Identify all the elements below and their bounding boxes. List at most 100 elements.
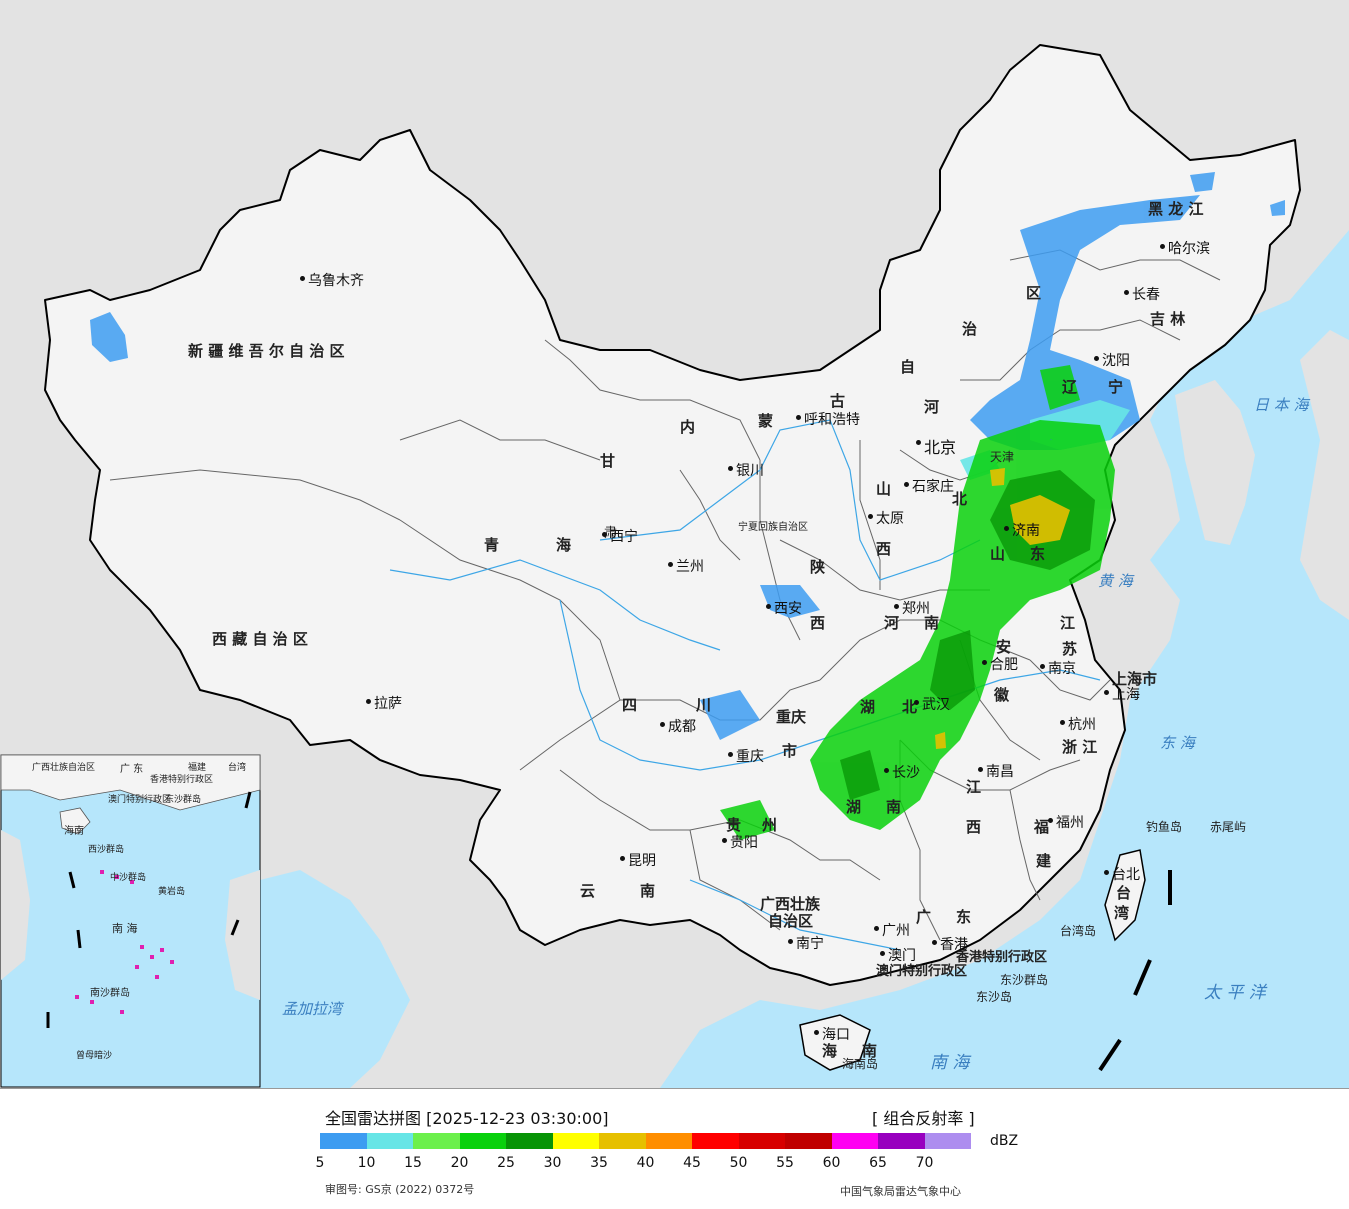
city-jinan: 济南 (1012, 523, 1040, 539)
scale-tick: 15 (404, 1155, 422, 1171)
city-dot-yinchuan (728, 466, 733, 471)
city-dot-beijing (916, 440, 921, 445)
province-shandong1: 山 (990, 545, 1006, 563)
south-china-sea-inset (0, 754, 261, 1088)
province-xinjiang: 新 疆 维 吾 尔 自 治 区 (188, 342, 345, 360)
scale-swatch (692, 1133, 739, 1149)
province-shandong2: 东 (1030, 545, 1046, 563)
scale-swatch (645, 1133, 692, 1149)
scale-tick: 5 (315, 1155, 325, 1171)
city-shenyang: 沈阳 (1102, 353, 1130, 369)
inset-i_hn: 海南 (64, 826, 84, 837)
city-dot-shijiazhuang (904, 482, 909, 487)
scale-tick: 45 (683, 1155, 701, 1171)
province-jilin: 吉 林 (1150, 310, 1186, 328)
province-hunan1: 湖 (846, 798, 862, 816)
city-dot-nanjing (1040, 664, 1045, 669)
province-henan2: 南 (924, 614, 940, 632)
province-jiangsu1: 江 (1060, 614, 1076, 632)
province-gansu2: 肃 (604, 526, 618, 541)
city-dot-xining (602, 532, 607, 537)
island-dongsha2: 东沙岛 (976, 990, 1013, 1004)
province-hebei2: 北 (952, 490, 968, 508)
city-dot-haikou (814, 1030, 819, 1035)
rivers (389, 419, 1101, 951)
inset-i_gd: 广 东 (120, 764, 144, 775)
scale-tick: 40 (636, 1155, 655, 1171)
hainan-island (799, 1014, 871, 1071)
city-dot-jinan (1004, 526, 1009, 531)
city-dot-hangzhou (1060, 720, 1065, 725)
city-dot-changchun (1124, 290, 1129, 295)
city-dot-taiyuan (868, 514, 873, 519)
city-harbin: 哈尔滨 (1168, 241, 1210, 257)
province-yunnan2: 南 (640, 882, 656, 900)
province-jiangxi1: 江 (966, 778, 982, 796)
city-wuhan: 武汉 (922, 697, 950, 713)
city-dot-lhasa (366, 699, 371, 704)
city-dot-guangzhou (874, 926, 879, 931)
scale-swatch (413, 1133, 460, 1149)
scale-swatch (552, 1133, 599, 1149)
inset-i_tw: 台湾 (228, 763, 247, 773)
city-dot-kunming (620, 856, 625, 861)
inset-i_mo: 澳门特别行政区 (108, 795, 172, 805)
inset-i_gx: 广西壮族自治区 (32, 763, 96, 773)
scale-tick: 50 (729, 1155, 748, 1171)
city-dot-zhengzhou (894, 604, 899, 609)
city-shanghai_c: 上海 (1112, 687, 1140, 703)
city-xian: 西安 (774, 601, 802, 617)
inset-i_hy: 黄岩岛 (158, 887, 186, 897)
city-dot-taibei (1104, 870, 1109, 875)
japan-land (1300, 330, 1349, 620)
sea-bengal: 孟加拉湾 (282, 1000, 343, 1018)
sea-pacific: 太 平 洋 (1204, 983, 1266, 1003)
province-zi: 自 (900, 358, 916, 376)
sea-yellow_sea: 黄 海 (1098, 572, 1133, 590)
city-nanchang: 南昌 (986, 764, 1014, 780)
city-beijing: 北京 (924, 438, 957, 457)
city-xining: 西宁 (610, 529, 638, 545)
province-anhui1: 安 (996, 638, 1012, 656)
china-boundary (44, 44, 1301, 986)
city-dot-urumqi (300, 276, 305, 281)
approval-number: 审图号: GS京 (2022) 0372号 (325, 1183, 475, 1196)
province-shanxi2: 西 (876, 540, 892, 558)
radar-map (0, 0, 1349, 1088)
city-lhasa: 拉萨 (374, 696, 402, 712)
city-dot-hongkong (932, 940, 937, 945)
scale-tick: 20 (450, 1155, 469, 1171)
province-sichuan1: 四 (622, 696, 638, 714)
city-chengdu: 成都 (668, 719, 696, 735)
korea-land (1175, 380, 1255, 545)
province-henan1: 河 (884, 614, 900, 632)
inset-i_fj: 福建 (188, 763, 207, 773)
city-hohhot: 呼和浩特 (804, 412, 860, 428)
province-fujian1: 福 (1034, 818, 1050, 836)
sea-bohai: 渤海 (1050, 440, 1052, 441)
city-dot-chengdu (660, 722, 665, 727)
city-nanning: 南宁 (796, 936, 824, 952)
city-taiyuan: 太原 (876, 511, 904, 527)
city-urumqi: 乌鲁木齐 (308, 273, 364, 289)
city-dot-nanchang (978, 767, 983, 772)
source-label: 中国气象局雷达气象中心 (840, 1185, 961, 1198)
city-macao: 澳门 (888, 948, 916, 964)
province-qinghai1: 青 (484, 536, 500, 554)
map-title: 全国雷达拼图 [2025-12-23 03:30:00] (325, 1109, 609, 1128)
city-dot-guiyang (722, 838, 727, 843)
city-haikou: 海口 (822, 1027, 850, 1043)
province-shaanxi1: 陕 (810, 558, 826, 576)
inset-i_zm: 曾母暗沙 (76, 1051, 113, 1061)
province-gansu: 甘 (600, 452, 616, 470)
scale-swatch (924, 1133, 971, 1149)
province-tianjin: 天津 (990, 450, 1015, 464)
scale-swatch (366, 1133, 413, 1149)
province-hk: 香港特别行政区 (956, 950, 1048, 965)
province-nei: 内 (680, 418, 696, 436)
province-hainan1: 海 (822, 1042, 838, 1060)
city-dot-lanzhou (668, 562, 673, 567)
scale-swatch (599, 1133, 646, 1149)
province-guizhou1: 贵 (726, 816, 742, 834)
province-macau: 澳门特别行政区 (876, 964, 968, 979)
